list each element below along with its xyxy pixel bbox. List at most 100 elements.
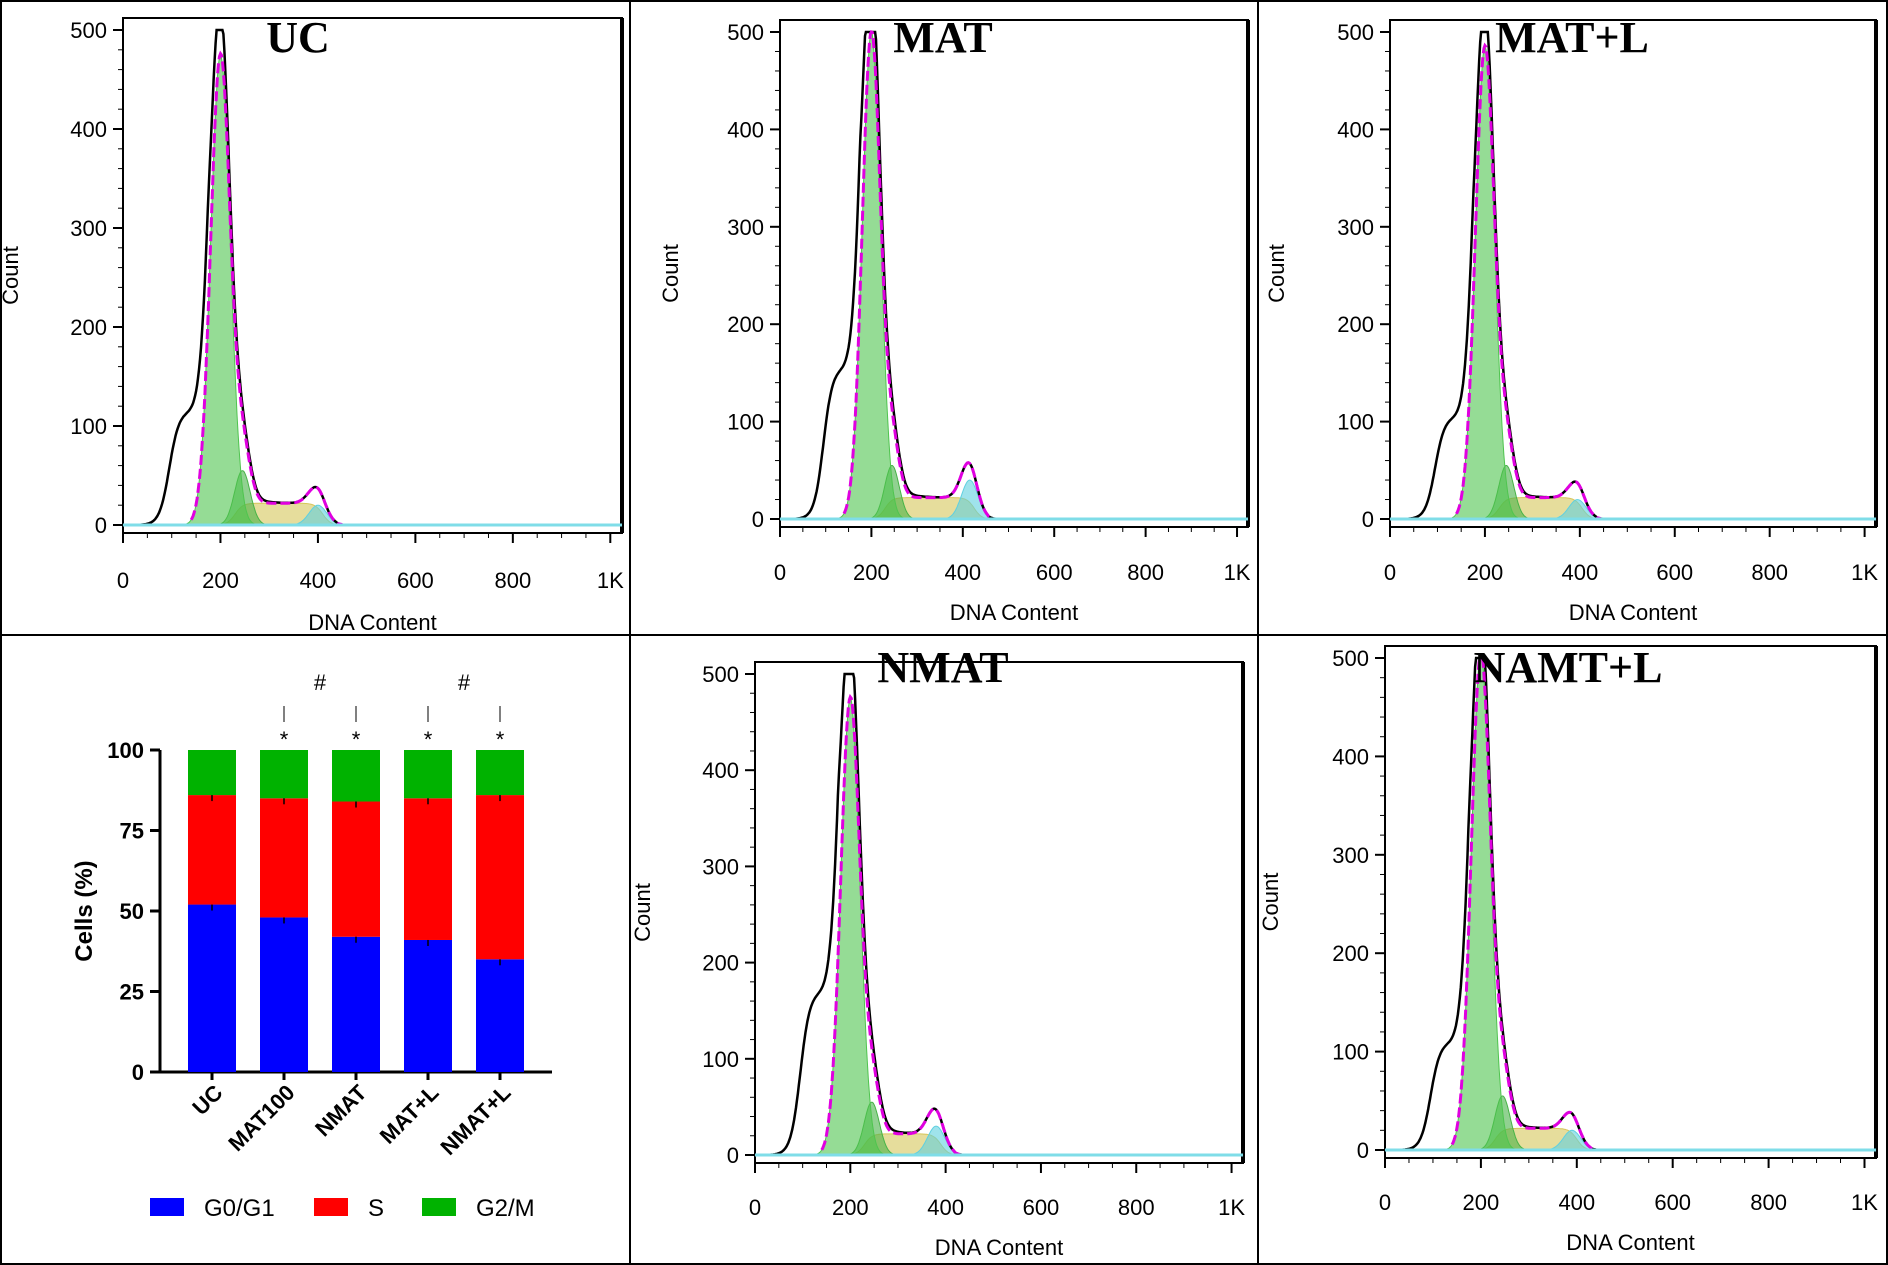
histogram-fit-line [820,693,961,1156]
histogram-panel-3: 0 200 400 600 800 1K 0 100 200 300 400 500 DNA Conte… [1264,13,1878,625]
histogram-g0g1-area [816,696,885,1156]
bar-x-tick-label: NMAT [310,1079,372,1141]
bar-x-tick-label: MAT100 [223,1080,299,1156]
histogram-g0g1-area [1446,657,1515,1151]
histogram-g0g1-area [185,53,256,526]
histogram-data-line [755,672,1243,1157]
panel-title: NMAT [877,643,1008,692]
histogram-panel-2: 0 200 400 600 800 1K 0 100 200 300 400 500 DNA Conte… [658,13,1251,625]
bar-g0-g1-nmat [332,936,380,1072]
y-tick-label: 300 [1332,843,1369,868]
significance-star: * [496,727,505,752]
y-axis-label: Count [630,883,655,942]
panel-title: MAT+L [1495,13,1649,62]
panel-title: MAT [893,13,992,62]
y-tick-label: 100 [1332,1040,1369,1065]
x-tick-label: 600 [397,568,434,593]
y-tick-label: 200 [1337,312,1374,337]
legend-swatch [314,1198,348,1216]
y-tick-label: 300 [70,216,107,241]
legend-label: G2/M [476,1195,535,1222]
x-tick-label: 0 [117,568,129,593]
bar-s-uc [188,795,236,905]
bar-x-tick-label: MAT+L [375,1080,444,1149]
bar-s-nmat [332,801,380,937]
x-tick-label: 0 [749,1195,761,1220]
plot-frame [754,661,1244,1164]
bar-y-tick-label: 75 [120,819,144,844]
y-tick-label: 400 [727,117,764,142]
y-tick-label: 300 [1337,215,1374,240]
significance-star: * [280,727,289,752]
legend-label: S [368,1195,384,1222]
legend-label: G0/G1 [204,1195,275,1222]
bar-g0-g1-mat-l [404,939,452,1072]
x-tick-label: 200 [832,1195,869,1220]
bar-g2-m-nmat-l [476,750,524,796]
y-tick-label: 200 [70,315,107,340]
x-tick-label: 0 [1384,560,1396,585]
bar-y-tick-label: 100 [107,738,144,763]
y-tick-label: 0 [727,1143,739,1168]
histogram-data-line [1390,30,1876,521]
bar-g2-m-mat-l [404,750,452,799]
x-tick-label: 1K [1224,560,1251,585]
bar-g0-g1-mat100 [260,917,308,1072]
panel-title: UC [266,13,330,62]
x-tick-label: 1K [1851,1190,1878,1215]
bar-s-mat100 [260,798,308,918]
x-tick-label: 600 [1036,560,1073,585]
x-tick-label: 200 [202,568,239,593]
x-tick-label: 200 [853,560,890,585]
bar-s-mat-l [404,798,452,940]
significance-star: * [352,727,361,752]
x-axis-label: DNA Content [935,1235,1063,1260]
bar-g2-m-uc [188,750,236,796]
x-tick-label: 400 [1558,1190,1595,1215]
histogram-g0g1-area [1451,45,1519,520]
significance-star: * [424,727,433,752]
y-tick-label: 200 [702,951,739,976]
significance-hash: # [314,670,327,695]
x-tick-label: 800 [1750,1190,1787,1215]
x-tick-label: 400 [1561,560,1598,585]
y-tick-label: 200 [727,312,764,337]
bar-g2-m-mat100 [260,750,308,799]
x-tick-label: 800 [1118,1195,1155,1220]
x-tick-label: 400 [944,560,981,585]
histogram-g0g1-area [838,30,904,520]
y-tick-label: 100 [702,1047,739,1072]
bar-x-tick-label: NMAT+L [435,1080,515,1160]
y-tick-label: 0 [752,507,764,532]
y-tick-label: 500 [1337,20,1374,45]
x-tick-label: 1K [1851,560,1878,585]
x-tick-label: 600 [1023,1195,1060,1220]
x-tick-label: 0 [1379,1190,1391,1215]
y-tick-label: 0 [1357,1138,1369,1163]
significance-hash: # [458,670,471,695]
y-tick-label: 100 [727,410,764,435]
y-tick-label: 500 [1332,646,1369,671]
plot-frame [1389,19,1877,528]
y-tick-label: 500 [702,662,739,687]
histogram-panel-4: 0 200 400 600 800 1K 0 100 200 300 400 500 DNA Conte… [630,643,1245,1260]
bar-g0-g1-nmat-l [476,959,524,1072]
bar-s-nmat-l [476,795,524,960]
bar-y-axis-label: Cells (%) [71,860,98,961]
bar-g0-g1-uc [188,904,236,1072]
y-axis-label: Count [1264,244,1289,303]
y-tick-label: 400 [1332,744,1369,769]
histogram-fit-line [1450,656,1597,1152]
y-axis-label: Count [0,246,23,305]
y-tick-label: 200 [1332,941,1369,966]
x-tick-label: 600 [1656,560,1693,585]
x-tick-label: 600 [1654,1190,1691,1215]
y-tick-label: 0 [95,513,107,538]
bar-y-tick-label: 50 [120,899,144,924]
y-tick-label: 400 [70,117,107,142]
x-tick-label: 800 [494,568,531,593]
histogram-data-line [780,30,1248,521]
y-tick-label: 500 [727,20,764,45]
